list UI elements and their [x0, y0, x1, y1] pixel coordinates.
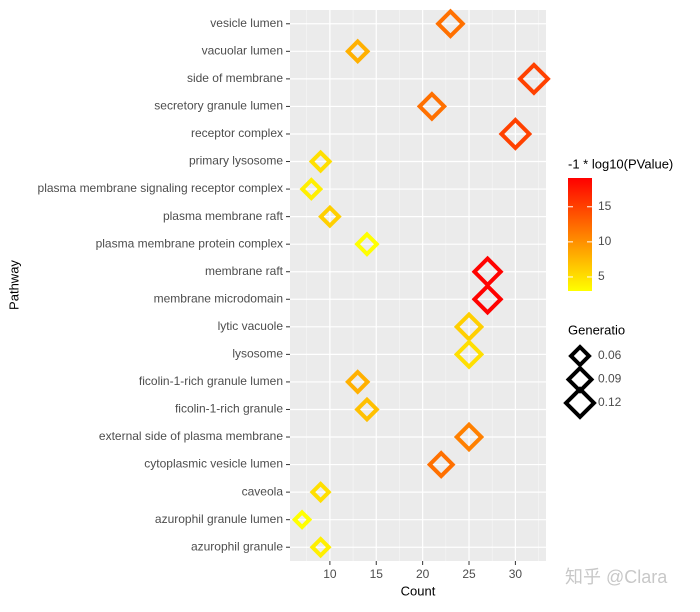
y-tick-label: primary lysosome: [189, 154, 283, 168]
diamond-point: [435, 8, 466, 39]
x-tick-label: 25: [462, 567, 476, 581]
y-tick-label: plasma membrane raft: [163, 209, 284, 223]
diamond-point: [309, 536, 332, 559]
diamond-point: [453, 421, 485, 453]
diamond-point: [345, 369, 371, 395]
diamond-point: [354, 231, 380, 257]
diamond-point: [426, 450, 456, 479]
diamond-point: [309, 481, 332, 504]
diamond-point: [416, 91, 448, 122]
diamond-point: [345, 38, 371, 64]
y-tick-label: ficolin-1-rich granule: [175, 402, 283, 416]
y-tick-label: lysosome: [232, 347, 283, 361]
y-tick-label: secretory granule lumen: [154, 99, 283, 113]
diamond-point: [354, 396, 380, 423]
y-tick-label: cytoplasmic vesicle lumen: [144, 457, 283, 471]
diamond-point: [471, 283, 504, 316]
colorbar-label: 15: [598, 199, 612, 213]
x-tick-label: 15: [370, 567, 384, 581]
size-legend-label: 0.12: [598, 395, 622, 409]
colorbar-label: 10: [598, 234, 612, 248]
y-tick-label: plasma membrane protein complex: [96, 236, 283, 250]
y-tick-label: side of membrane: [187, 71, 283, 85]
size-legend-key: [568, 344, 592, 368]
y-tick-label: membrane microdomain: [154, 291, 283, 305]
panel: [290, 10, 546, 561]
colorbar: [568, 178, 592, 291]
y-tick-label: plasma membrane signaling receptor compl…: [38, 181, 283, 195]
diamond-point: [453, 339, 485, 370]
diamond-point: [517, 62, 551, 96]
y-tick-label: lytic vacuole: [218, 319, 284, 333]
diamond-point: [308, 149, 333, 174]
x-tick-label: 20: [416, 567, 430, 581]
size-legend-title: Generatio: [568, 322, 625, 337]
diamond-point: [498, 117, 533, 151]
y-tick-label: vacuolar lumen: [202, 43, 283, 57]
size-legend-key: [563, 386, 597, 420]
y-tick-label: receptor complex: [191, 126, 283, 140]
y-tick-label: caveola: [242, 484, 284, 498]
y-tick-label: azurophil granule: [191, 539, 283, 553]
diamond-point: [299, 177, 324, 201]
color-legend-title: -1 * log10(PValue): [568, 156, 673, 171]
y-tick-label: azurophil granule lumen: [155, 512, 283, 526]
diamond-point: [318, 204, 342, 229]
y-tick-label: vesicle lumen: [210, 16, 283, 30]
watermark: 知乎 @Clara: [565, 567, 668, 587]
diamond-point: [453, 311, 485, 342]
size-legend-label: 0.06: [598, 348, 622, 362]
x-tick-label: 30: [509, 567, 523, 581]
y-tick-label: membrane raft: [205, 264, 284, 278]
y-tick-label: ficolin-1-rich granule lumen: [139, 374, 283, 388]
x-axis-label: Count: [401, 583, 436, 598]
diamond-point: [291, 509, 313, 530]
size-legend-label: 0.09: [598, 372, 622, 386]
y-tick-label: external side of plasma membrane: [99, 429, 283, 443]
y-axis-label: Pathway: [6, 260, 21, 310]
colorbar-label: 5: [598, 269, 605, 283]
x-tick-label: 10: [323, 567, 337, 581]
